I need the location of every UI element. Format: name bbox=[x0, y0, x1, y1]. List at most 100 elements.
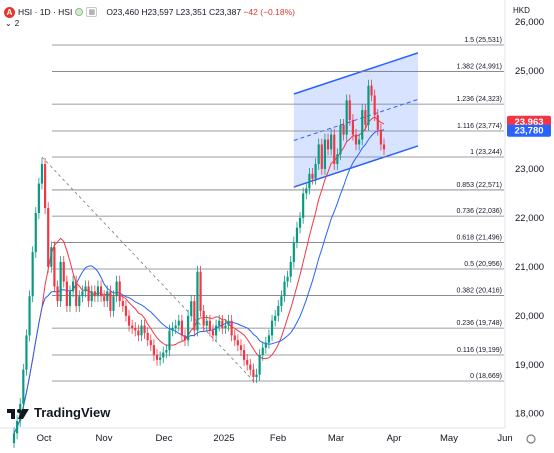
candle-body[interactable] bbox=[286, 276, 289, 282]
candle-body[interactable] bbox=[34, 212, 37, 253]
candle-body[interactable] bbox=[224, 325, 227, 329]
candle-body[interactable] bbox=[44, 164, 47, 209]
candle-body[interactable] bbox=[361, 110, 364, 140]
candle-body[interactable] bbox=[305, 188, 308, 194]
candle-body[interactable] bbox=[106, 291, 109, 302]
candle-body[interactable] bbox=[230, 320, 233, 336]
candle-body[interactable] bbox=[246, 359, 249, 365]
candle-body[interactable] bbox=[205, 320, 208, 326]
candle-body[interactable] bbox=[264, 342, 267, 348]
indicator-toggle[interactable]: ⌄ 2 bbox=[5, 19, 19, 28]
settings-gear-icon[interactable] bbox=[526, 434, 536, 444]
candle-body[interactable] bbox=[236, 340, 239, 346]
candle-body[interactable] bbox=[196, 271, 199, 331]
candle-body[interactable] bbox=[249, 364, 252, 370]
candle-body[interactable] bbox=[354, 134, 358, 145]
candle-body[interactable] bbox=[47, 208, 50, 267]
candle-body[interactable] bbox=[28, 296, 31, 336]
candle-body[interactable] bbox=[233, 335, 236, 341]
candle-body[interactable] bbox=[270, 320, 274, 336]
candle-body[interactable] bbox=[289, 261, 292, 277]
candle-body[interactable] bbox=[109, 291, 112, 311]
candle-body[interactable] bbox=[373, 95, 376, 116]
candle-body[interactable] bbox=[31, 252, 34, 297]
candle-body[interactable] bbox=[348, 100, 351, 120]
candle-body[interactable] bbox=[50, 247, 53, 267]
candle-body[interactable] bbox=[152, 345, 156, 355]
candle-body[interactable] bbox=[274, 315, 277, 321]
candle-body[interactable] bbox=[177, 320, 180, 326]
candle-body[interactable] bbox=[320, 144, 323, 169]
candle-body[interactable] bbox=[239, 345, 243, 351]
candle-body[interactable] bbox=[96, 286, 100, 297]
candle-body[interactable] bbox=[364, 110, 367, 125]
candle-body[interactable] bbox=[351, 119, 354, 135]
candle-body[interactable] bbox=[190, 301, 193, 316]
candle-body[interactable] bbox=[193, 301, 196, 331]
candle-body[interactable] bbox=[25, 335, 28, 370]
candle-body[interactable] bbox=[382, 144, 386, 150]
candle-body[interactable] bbox=[40, 164, 44, 184]
candle-body[interactable] bbox=[71, 281, 75, 292]
candle-body[interactable] bbox=[314, 164, 317, 179]
candle-body[interactable] bbox=[59, 261, 62, 302]
candle-body[interactable] bbox=[180, 320, 183, 336]
candle-body[interactable] bbox=[159, 357, 162, 360]
channel-upper-line[interactable] bbox=[293, 52, 419, 95]
candle-body[interactable] bbox=[267, 335, 271, 343]
candle-body[interactable] bbox=[261, 347, 264, 355]
candle-body[interactable] bbox=[376, 115, 379, 130]
candle-body[interactable] bbox=[218, 320, 221, 326]
candle-body[interactable] bbox=[127, 315, 131, 326]
candle-body[interactable] bbox=[75, 281, 78, 307]
candle-body[interactable] bbox=[37, 183, 40, 213]
candle-body[interactable] bbox=[280, 296, 283, 307]
candle-body[interactable] bbox=[53, 247, 56, 287]
candle-body[interactable] bbox=[12, 433, 16, 444]
candle-body[interactable] bbox=[93, 291, 96, 297]
candle-body[interactable] bbox=[68, 291, 72, 307]
candle-body[interactable] bbox=[323, 139, 327, 169]
candle-body[interactable] bbox=[370, 85, 373, 96]
candle-body[interactable] bbox=[302, 193, 305, 218]
candle-body[interactable] bbox=[211, 330, 215, 336]
candle-body[interactable] bbox=[202, 310, 205, 326]
candle-body[interactable] bbox=[292, 242, 295, 262]
candle-body[interactable] bbox=[208, 320, 211, 331]
candle-body[interactable] bbox=[65, 281, 68, 307]
candle-body[interactable] bbox=[165, 350, 168, 353]
ma-fast-line[interactable] bbox=[13, 116, 385, 434]
candle-body[interactable] bbox=[162, 352, 165, 358]
candle-body[interactable] bbox=[143, 325, 146, 333]
candle-body[interactable] bbox=[326, 139, 330, 150]
candle-body[interactable] bbox=[62, 261, 65, 282]
candle-body[interactable] bbox=[298, 217, 302, 228]
candle-body[interactable] bbox=[78, 296, 81, 307]
candle-body[interactable] bbox=[90, 291, 93, 302]
channel-mid-line[interactable] bbox=[293, 98, 419, 141]
candle-body[interactable] bbox=[81, 291, 84, 297]
channel-lower-line[interactable] bbox=[293, 145, 419, 188]
candle-body[interactable] bbox=[183, 335, 187, 341]
candle-body[interactable] bbox=[19, 403, 22, 422]
candle-body[interactable] bbox=[187, 315, 190, 341]
symbol-label[interactable]: HSI · 1D · HSI bbox=[18, 7, 73, 17]
candle-body[interactable] bbox=[155, 354, 159, 360]
candle-body[interactable] bbox=[22, 369, 25, 404]
candle-body[interactable] bbox=[118, 281, 121, 302]
candle-body[interactable] bbox=[295, 227, 299, 243]
candle-body[interactable] bbox=[121, 301, 124, 307]
candle-body[interactable] bbox=[137, 330, 140, 336]
candle-body[interactable] bbox=[87, 286, 90, 302]
candle-body[interactable] bbox=[283, 281, 286, 297]
candle-body[interactable] bbox=[99, 286, 103, 297]
grid-icon[interactable]: ▦ bbox=[86, 7, 98, 17]
candle-body[interactable] bbox=[242, 350, 246, 360]
candle-body[interactable] bbox=[140, 325, 143, 336]
candle-body[interactable] bbox=[115, 281, 118, 297]
candle-body[interactable] bbox=[149, 340, 152, 346]
candle-body[interactable] bbox=[339, 124, 342, 155]
candle-body[interactable] bbox=[252, 369, 255, 378]
